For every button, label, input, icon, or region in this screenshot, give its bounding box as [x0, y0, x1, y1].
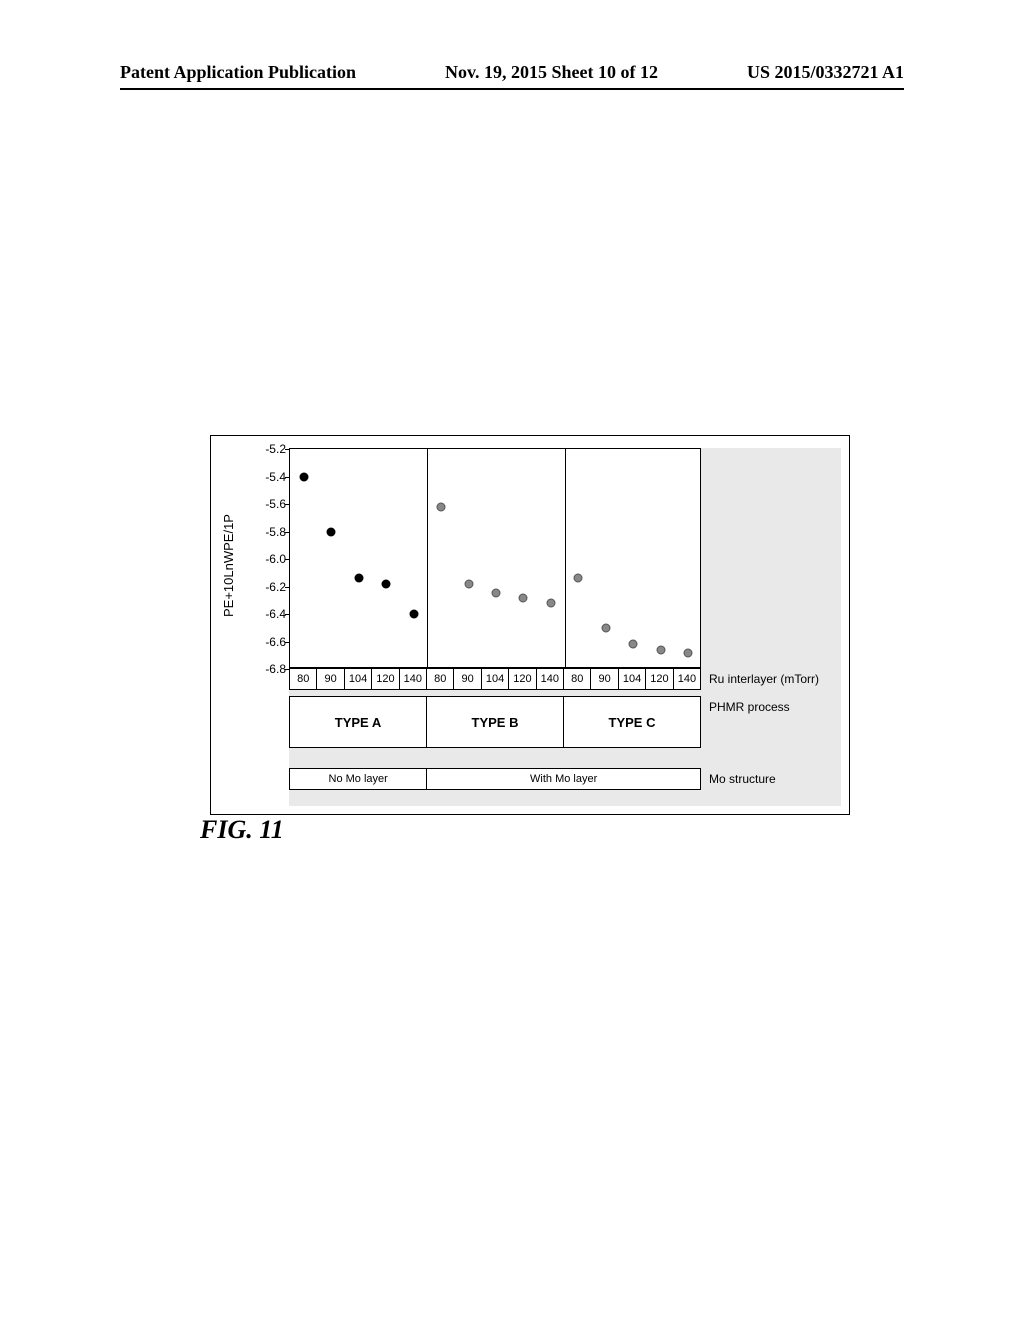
x-category-cell: 80	[289, 668, 317, 690]
data-point	[437, 502, 446, 511]
y-tick-mark	[285, 532, 290, 533]
mo-layer-cell: With Mo layer	[427, 768, 701, 790]
chart-outer-frame: PE+10LnWPE/1P -5.2-5.4-5.6-5.8-6.0-6.2-6…	[210, 435, 850, 815]
x-category-cell: 80	[427, 668, 454, 690]
figure-11: PE+10LnWPE/1P -5.2-5.4-5.6-5.8-6.0-6.2-6…	[210, 435, 850, 815]
x-category-cell: 120	[509, 668, 536, 690]
x-category-cell: 140	[537, 668, 564, 690]
data-point	[546, 599, 555, 608]
mo-structure-label: Mo structure	[709, 772, 839, 786]
data-point	[464, 579, 473, 588]
y-tick-mark	[285, 587, 290, 588]
header-right: US 2015/0332721 A1	[747, 62, 904, 83]
y-tick-mark	[285, 559, 290, 560]
x-category-cell: 90	[317, 668, 344, 690]
data-point	[409, 610, 418, 619]
data-point	[684, 648, 693, 657]
ru-interlayer-label: Ru interlayer (mTorr)	[709, 672, 839, 686]
y-tick-mark	[285, 504, 290, 505]
x-category-cell: 120	[646, 668, 673, 690]
data-point	[629, 640, 638, 649]
data-point	[656, 645, 665, 654]
group-separator	[427, 449, 428, 667]
mo-layer-cell: No Mo layer	[289, 768, 427, 790]
phmr-process-label: PHMR process	[709, 700, 839, 714]
y-axis-label: PE+10LnWPE/1P	[221, 496, 239, 636]
x-category-cell: 140	[400, 668, 427, 690]
phmr-process-row: TYPE ATYPE BTYPE C	[289, 696, 701, 748]
y-tick-mark	[285, 449, 290, 450]
x-category-cell: 80	[564, 668, 591, 690]
phmr-group-cell: TYPE A	[289, 696, 427, 748]
data-point	[327, 527, 336, 536]
x-category-cell: 140	[674, 668, 701, 690]
x-axis-category-row: 809010412014080901041201408090104120140	[289, 668, 701, 690]
data-point	[382, 579, 391, 588]
x-category-cell: 120	[372, 668, 399, 690]
mo-structure-row: No Mo layerWith Mo layer	[289, 768, 701, 790]
x-category-cell: 90	[454, 668, 481, 690]
x-category-cell: 104	[345, 668, 372, 690]
y-tick-mark	[285, 614, 290, 615]
data-point	[354, 574, 363, 583]
data-point	[519, 593, 528, 602]
figure-caption: FIG. 11	[200, 815, 284, 845]
page-header: Patent Application Publication Nov. 19, …	[120, 62, 904, 83]
data-point	[574, 574, 583, 583]
phmr-group-cell: TYPE B	[427, 696, 564, 748]
data-point	[492, 589, 501, 598]
header-center: Nov. 19, 2015 Sheet 10 of 12	[445, 62, 658, 83]
group-separator	[565, 449, 566, 667]
y-tick-mark	[285, 477, 290, 478]
x-category-cell: 90	[591, 668, 618, 690]
header-left: Patent Application Publication	[120, 62, 356, 83]
data-point	[299, 472, 308, 481]
x-category-cell: 104	[482, 668, 509, 690]
data-point	[601, 623, 610, 632]
x-category-cell: 104	[619, 668, 646, 690]
plot-area: -5.2-5.4-5.6-5.8-6.0-6.2-6.4-6.6-6.8	[289, 448, 701, 668]
header-rule	[120, 88, 904, 90]
phmr-group-cell: TYPE C	[564, 696, 701, 748]
y-tick-mark	[285, 642, 290, 643]
